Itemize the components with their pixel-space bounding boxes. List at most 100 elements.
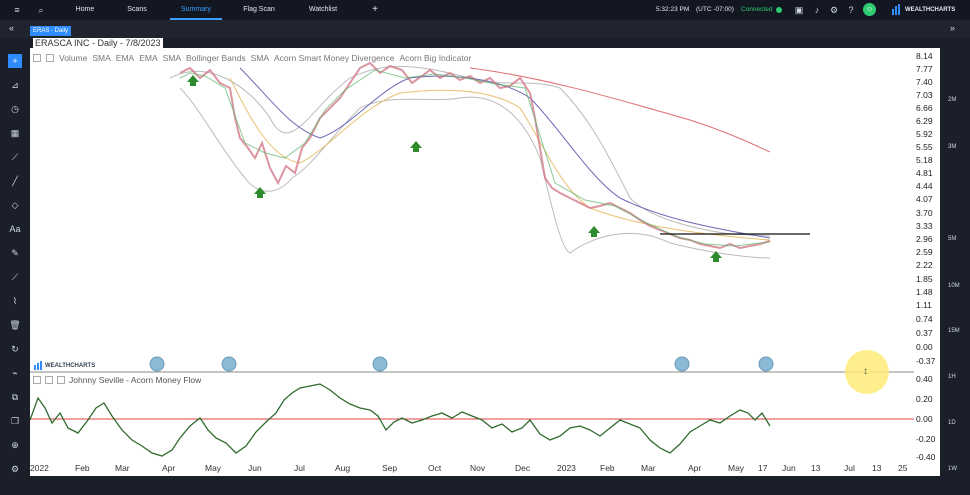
price-tick: 3.33 [916, 221, 933, 231]
ruler-icon[interactable]: ⟋ [11, 272, 19, 282]
time-tick: Nov [470, 463, 486, 473]
refresh-icon[interactable]: ↻ [11, 344, 19, 354]
up-arrow-3 [410, 141, 422, 152]
timeframe-15m[interactable]: 15M [948, 328, 960, 334]
time-axis[interactable]: 2022 Feb Mar Apr May Jun Jul Aug Sep Oct… [30, 460, 940, 476]
search-icon[interactable]: ⌕ [38, 4, 44, 15]
collapse-right-icon[interactable]: » [950, 23, 956, 33]
indicator-volume[interactable]: Volume [59, 53, 88, 63]
time-tick: Jun [248, 463, 262, 473]
price-tick: 5.18 [916, 155, 933, 165]
menu-icon[interactable]: ≡ [14, 5, 20, 15]
indicator-settings-icon[interactable] [46, 54, 54, 62]
indicator-sma-1[interactable]: SMA [92, 53, 111, 63]
price-tick: 2.22 [916, 260, 933, 270]
settings-icon[interactable]: ⚙ [10, 464, 20, 474]
money-flow-legend: Johnny Seville - Acorn Money Flow [33, 375, 201, 385]
money-flow-settings-icon[interactable] [45, 376, 53, 384]
price-tick: 7.77 [916, 64, 933, 74]
money-flow-tick: 0.20 [916, 394, 933, 404]
price-tick: 1.48 [916, 287, 933, 297]
tab-watchlist[interactable]: Watchlist [308, 6, 338, 13]
resize-cursor-icon: ↕ [863, 366, 868, 377]
event-marker-1 [149, 356, 165, 372]
price-chart[interactable] [29, 48, 914, 460]
collapse-left-icon[interactable]: « [9, 23, 15, 33]
user-avatar-icon[interactable]: ☺ [863, 3, 876, 16]
money-flow-tick: 0.00 [916, 414, 933, 424]
money-flow-toggle-icon[interactable] [33, 376, 41, 384]
money-flow-tick: -0.20 [916, 434, 936, 444]
indicator-acorn-big[interactable]: Acorn Big Indicator [399, 53, 472, 63]
timeframe-3m[interactable]: 3M [948, 144, 957, 150]
price-tick: 6.29 [916, 116, 933, 126]
help-icon[interactable]: ? [848, 5, 854, 15]
indicator-sma-3[interactable]: SMA [250, 53, 270, 63]
indicator-toggle-icon[interactable] [33, 54, 41, 62]
template-icon[interactable]: ⧉ [11, 392, 19, 402]
time-tick: May [205, 463, 222, 473]
up-arrow-4 [588, 226, 600, 237]
tab-scans[interactable]: Scans [127, 6, 147, 13]
indicator-ema-1[interactable]: EMA [115, 53, 135, 63]
add-icon[interactable]: + [8, 54, 22, 68]
time-tick: May [728, 463, 745, 473]
indicator-sma-2[interactable]: SMA [162, 53, 182, 63]
shapes-icon[interactable]: ◇ [11, 200, 19, 210]
indicator-acorn-divergence[interactable]: Acorn Smart Money Divergence [274, 53, 395, 63]
layers-icon[interactable]: ❐ [10, 416, 20, 426]
indicator-icon[interactable]: ⌁ [12, 368, 18, 378]
brush-icon[interactable]: ⌇ [12, 296, 18, 306]
gear-icon[interactable]: ⚙ [829, 4, 839, 15]
save-icon[interactable]: ▣ [794, 4, 804, 15]
price-tick: 8.14 [916, 51, 933, 61]
timeframe-10m[interactable]: 10M [948, 283, 960, 289]
price-tick: 4.44 [916, 181, 933, 191]
price-tick: 2.59 [916, 247, 933, 257]
time-tick: Jun [782, 463, 796, 473]
price-tick: 0.37 [916, 328, 933, 338]
watermark: WEALTHCHARTS [34, 361, 95, 370]
sma-mid-line [239, 67, 771, 239]
bell-icon[interactable]: ♪ [814, 5, 820, 15]
time-tick: Mar [641, 463, 656, 473]
event-marker-2 [221, 356, 237, 372]
up-arrow-1 [187, 75, 199, 86]
event-marker-5 [758, 356, 774, 372]
connection-dot-icon [776, 7, 782, 13]
timeframe-1d[interactable]: 1D [948, 420, 956, 426]
crosshair-icon[interactable]: ⊕ [11, 440, 19, 450]
trash-icon[interactable]: 🗑 [9, 320, 21, 330]
indicator-bollinger[interactable]: Bollinger Bands [186, 53, 246, 63]
chart-toolbar: « » [0, 20, 970, 38]
indicator-ema-2[interactable]: EMA [139, 53, 158, 63]
up-arrow-5 [710, 251, 722, 262]
money-flow-close-icon[interactable] [57, 376, 65, 384]
trend-line-icon[interactable]: ⟋ [11, 152, 19, 162]
price-tick: 0.74 [916, 314, 933, 324]
timeframe-2m[interactable]: 2M [948, 97, 957, 103]
tab-home[interactable]: Home [75, 6, 95, 13]
price-tick: 5.55 [916, 142, 933, 152]
tab-flag-scan[interactable]: Flag Scan [243, 6, 275, 13]
watermark-text: WEALTHCHARTS [45, 362, 96, 369]
symbol-tab[interactable]: ERAS - Daily [30, 26, 72, 36]
pencil-icon[interactable]: ✎ [11, 248, 19, 258]
calendar-icon[interactable]: ▦ [10, 128, 20, 138]
timeframe-5m[interactable]: 5M [948, 236, 957, 242]
timeframe-1h[interactable]: 1H [948, 374, 956, 380]
timeframe-1w[interactable]: 1W [948, 466, 957, 472]
text-tool-icon[interactable]: Aa [9, 224, 21, 234]
price-axis[interactable]: 8.14 7.77 7.40 7.03 6.66 6.29 5.92 5.55 … [914, 48, 940, 462]
clock-icon[interactable]: ◷ [11, 104, 19, 114]
time-tick: 2023 [557, 463, 576, 473]
timezone-label[interactable]: (UTC -07:00) [696, 6, 734, 13]
sma-long-line [469, 67, 771, 153]
tab-summary[interactable]: Summary [170, 0, 222, 20]
time-tick: Apr [688, 463, 702, 473]
ema-line [229, 77, 771, 241]
money-flow-tick: -0.40 [916, 452, 936, 462]
chart-type-icon[interactable]: ⊿ [11, 80, 19, 90]
add-tab-button[interactable]: + [372, 4, 378, 15]
line-tool-icon[interactable]: ╱ [12, 176, 18, 186]
